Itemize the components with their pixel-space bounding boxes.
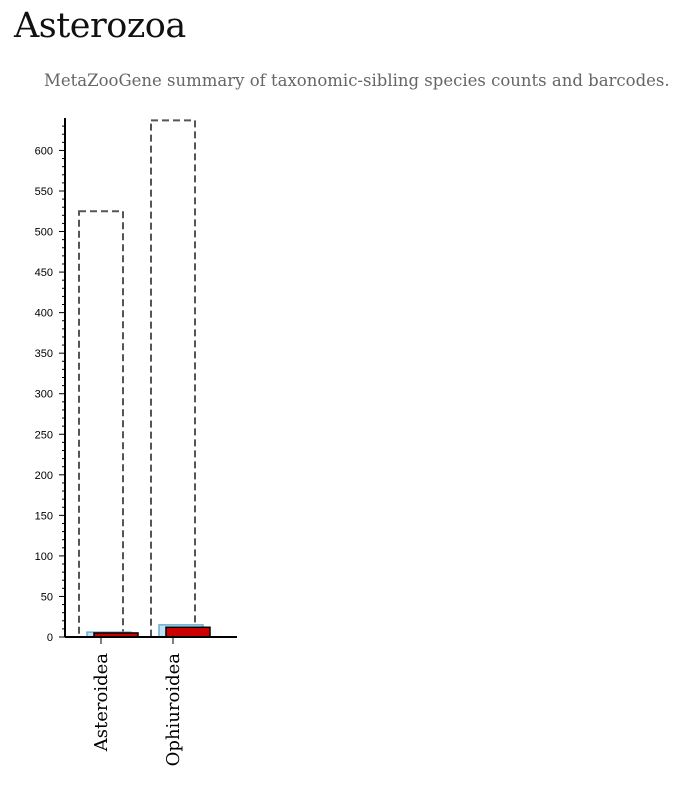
y-tick-label: 350: [35, 348, 53, 360]
page-title: Asterozoa: [14, 6, 186, 46]
y-tick-label: 0: [47, 632, 53, 644]
y-tick-label: 250: [35, 429, 53, 441]
y-tick-label: 100: [35, 551, 53, 563]
bar-barcoded-ophiuroidea: [165, 626, 211, 638]
y-tick-label: 450: [35, 267, 53, 279]
y-tick-label: 500: [35, 227, 53, 239]
bar-species-ophiuroidea: [150, 119, 196, 639]
x-tick-label-ophiuroidea: Ophiuroidea: [163, 653, 184, 767]
y-tick-label: 300: [35, 389, 53, 401]
page-subtitle: MetaZooGene summary of taxonomic-sibling…: [44, 71, 670, 90]
y-tick-label: 550: [35, 186, 53, 198]
bars-group: [78, 119, 211, 639]
y-tick-label: 600: [35, 145, 53, 157]
axes-group: 0 50 100 150 200 250 300 350 400 450 500 550 600 Aste…: [35, 118, 237, 766]
bar-species-asteroidea: [78, 210, 124, 638]
y-tick-label: 400: [35, 308, 53, 320]
y-tick-label: 50: [41, 591, 53, 603]
y-tick-label: 150: [35, 510, 53, 522]
x-tick-label-asteroidea: Asteroidea: [91, 653, 112, 752]
y-tick-label: 200: [35, 470, 53, 482]
